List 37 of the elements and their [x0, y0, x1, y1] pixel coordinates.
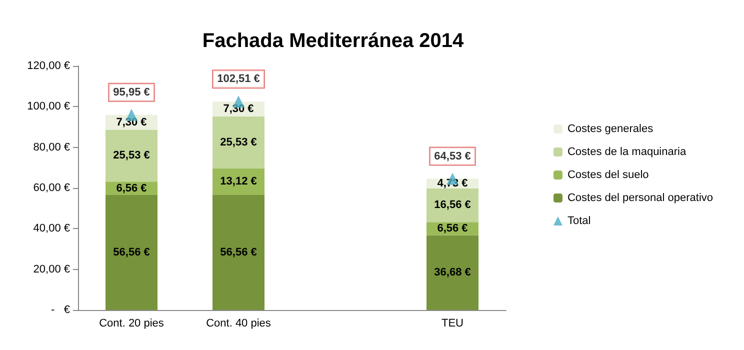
bar: [426, 188, 478, 222]
data-label: 56,56 €: [113, 246, 150, 258]
legend-label: Costes generales: [567, 123, 654, 135]
chart-title: Fachada Mediterránea 2014: [202, 30, 464, 52]
data-label: 16,56 €: [434, 199, 471, 212]
data-label: 25,53 €: [113, 150, 150, 162]
bar: [212, 116, 264, 168]
bar: [426, 235, 478, 310]
y-tick-label: 20,00 €: [33, 263, 70, 276]
x-tick-label: TEU: [442, 318, 464, 330]
data-label: 6,56 €: [116, 182, 147, 194]
y-tick-label: 120,00 €: [27, 60, 70, 72]
data-label: 56,56 €: [220, 246, 257, 258]
bar: [212, 194, 264, 310]
x-tick-label: Cont. 20 pies: [99, 318, 164, 330]
y-tick-label: 80,00 €: [33, 141, 70, 154]
legend-label: Costes de la maquinaria: [567, 146, 687, 158]
data-label: 102,51 €: [217, 73, 260, 86]
y-tick-label: - €: [51, 304, 70, 316]
y-tick-label: 40,00 €: [33, 222, 70, 235]
bar: [106, 194, 158, 310]
data-label: 13,12 €: [220, 176, 257, 188]
data-label: 4,73 €: [437, 178, 468, 190]
y-tick-label: 100,00 €: [27, 100, 70, 113]
data-label: 64,53 €: [434, 150, 471, 162]
data-label: 6,56 €: [437, 222, 468, 235]
data-label: 7,30 €: [223, 102, 254, 115]
legend-label: Costes del personal operativo: [567, 192, 713, 204]
data-label: 25,53 €: [220, 136, 257, 148]
data-label: 36,68 €: [434, 266, 471, 279]
data-label: 95,95 €: [113, 86, 150, 98]
legend-label: Costes del suelo: [567, 169, 649, 181]
x-tick-label: Cont. 40 pies: [206, 318, 272, 330]
bar: [106, 130, 158, 182]
y-tick-label: 60,00 €: [33, 182, 70, 194]
data-label: 7,30 €: [116, 116, 147, 128]
legend-label: Total: [567, 215, 591, 227]
